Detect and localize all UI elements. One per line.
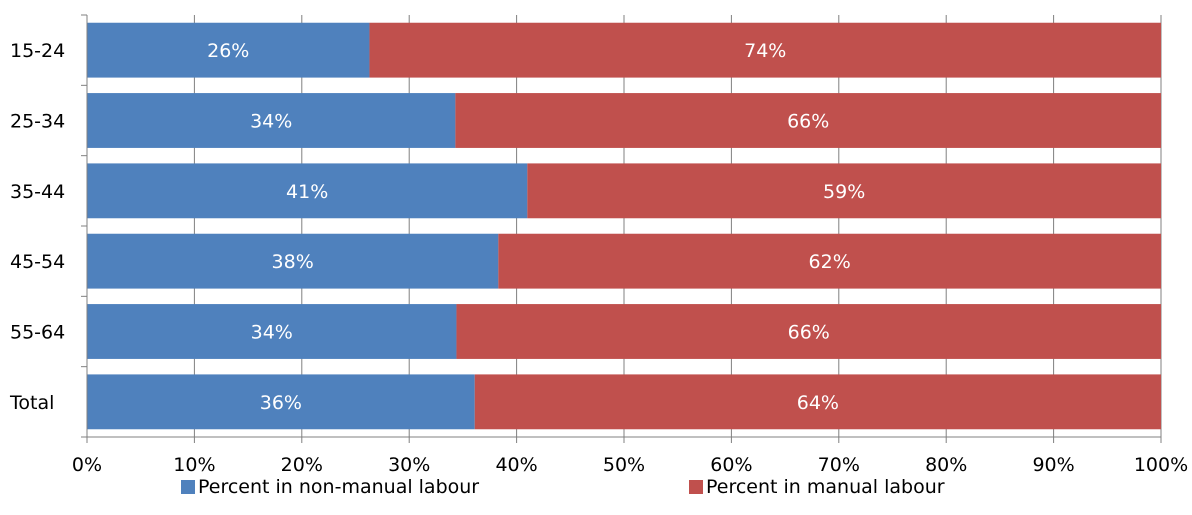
bar-segment	[455, 93, 1162, 148]
data-label: 59%	[823, 181, 865, 203]
legend-swatch	[689, 480, 703, 494]
data-labels: 26% 74% 34% 66% 41% 59% 38% 62% 34% 66% 36% 64%	[207, 40, 865, 414]
legend-label: Percent in non-manual labour	[198, 476, 479, 498]
data-label: 74%	[744, 40, 786, 62]
legend-label: Percent in manual labour	[706, 476, 945, 498]
data-label: 34%	[251, 322, 293, 344]
x-tick-label: 100%	[1134, 454, 1188, 476]
legend: Percent in non-manual labour Percent in m…	[181, 476, 945, 498]
category-label: 45-54	[10, 251, 65, 273]
x-tick-label: 90%	[1032, 454, 1074, 476]
x-tick-label: 60%	[710, 454, 752, 476]
category-label: Total	[9, 392, 54, 414]
x-tick-label: 0%	[72, 454, 102, 476]
bar-segment	[87, 233, 499, 289]
data-label: 34%	[250, 111, 292, 133]
bar-segment	[87, 22, 370, 78]
data-label: 36%	[260, 392, 302, 414]
data-label: 38%	[272, 251, 314, 273]
axes	[81, 14, 1162, 443]
data-label: 41%	[286, 181, 328, 203]
x-tick-label: 70%	[818, 454, 860, 476]
data-label: 66%	[788, 322, 830, 344]
x-tick-label: 50%	[603, 454, 645, 476]
x-tick-label: 40%	[495, 454, 537, 476]
bar-segment	[474, 374, 1161, 430]
data-label: 62%	[809, 251, 851, 273]
gridlines	[193, 15, 1162, 437]
x-tick-labels: 0% 10% 20% 30% 40% 50% 60% 70% 80% 90% 100%	[72, 454, 1188, 476]
category-label: 55-64	[10, 322, 65, 344]
x-tick-label: 30%	[388, 454, 430, 476]
data-label: 26%	[207, 40, 249, 62]
bar-segment	[527, 163, 1161, 219]
bar-segment	[456, 304, 1161, 359]
data-label: 64%	[797, 392, 839, 414]
category-labels: 15-24 25-34 35-44 45-54 55-64 Total	[9, 40, 65, 414]
category-label: 35-44	[10, 181, 65, 203]
bar-segment	[369, 22, 1161, 78]
category-label: 25-34	[10, 111, 65, 133]
bar-segment	[87, 163, 528, 219]
x-tick-label: 20%	[281, 454, 323, 476]
x-tick-label: 10%	[173, 454, 215, 476]
x-tick-label: 80%	[925, 454, 967, 476]
legend-swatch	[181, 480, 195, 494]
bars	[87, 22, 1162, 430]
bar-segment	[87, 304, 457, 359]
data-label: 66%	[787, 111, 829, 133]
category-label: 15-24	[10, 40, 65, 62]
bar-segment	[87, 93, 456, 148]
bar-segment	[87, 374, 475, 430]
bar-segment	[498, 233, 1161, 289]
